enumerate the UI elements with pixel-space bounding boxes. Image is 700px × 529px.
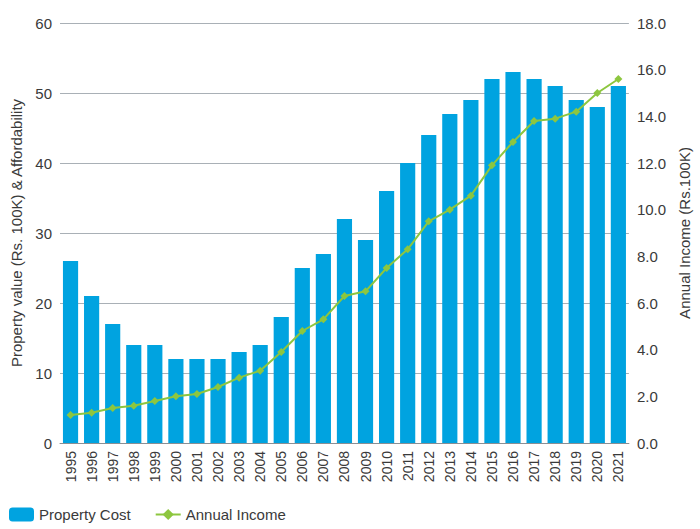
svg-text:Property value (Rs. 100K) & Af: Property value (Rs. 100K) & Affordabilit…	[8, 98, 25, 367]
svg-text:1998: 1998	[126, 451, 142, 482]
svg-text:1996: 1996	[84, 451, 100, 482]
svg-text:2005: 2005	[273, 451, 289, 482]
svg-text:4.0: 4.0	[637, 341, 658, 358]
svg-text:2021: 2021	[610, 451, 626, 482]
svg-text:12.0: 12.0	[637, 155, 666, 172]
svg-text:60: 60	[35, 15, 52, 32]
svg-text:2002: 2002	[210, 451, 226, 482]
svg-text:20: 20	[35, 295, 52, 312]
svg-text:2006: 2006	[294, 451, 310, 482]
svg-text:2003: 2003	[231, 451, 247, 482]
svg-text:2007: 2007	[315, 451, 331, 482]
svg-text:40: 40	[35, 155, 52, 172]
svg-text:2016: 2016	[505, 451, 521, 482]
svg-text:1995: 1995	[63, 451, 79, 482]
svg-text:1997: 1997	[105, 451, 121, 482]
svg-text:2017: 2017	[526, 451, 542, 482]
svg-text:Property Cost: Property Cost	[39, 506, 132, 523]
svg-text:2012: 2012	[421, 451, 437, 482]
svg-text:2001: 2001	[189, 451, 205, 482]
svg-text:2011: 2011	[400, 451, 416, 481]
svg-text:2010: 2010	[379, 451, 395, 482]
svg-text:2004: 2004	[252, 451, 268, 482]
svg-text:1999: 1999	[147, 451, 163, 482]
svg-text:2014: 2014	[463, 451, 479, 482]
svg-text:2020: 2020	[589, 451, 605, 482]
svg-text:10.0: 10.0	[637, 201, 666, 218]
svg-text:6.0: 6.0	[637, 295, 658, 312]
svg-text:2009: 2009	[358, 451, 374, 482]
svg-text:2015: 2015	[484, 451, 500, 482]
svg-text:14.0: 14.0	[637, 108, 666, 125]
svg-text:0.0: 0.0	[637, 435, 658, 452]
svg-text:50: 50	[35, 85, 52, 102]
svg-text:2000: 2000	[168, 451, 184, 482]
svg-text:10: 10	[35, 365, 52, 382]
svg-text:30: 30	[35, 225, 52, 242]
svg-text:2.0: 2.0	[637, 388, 658, 405]
svg-text:8.0: 8.0	[637, 248, 658, 265]
svg-text:16.0: 16.0	[637, 61, 666, 78]
svg-text:0: 0	[44, 435, 52, 452]
svg-text:2013: 2013	[442, 451, 458, 482]
svg-text:18.0: 18.0	[637, 15, 666, 32]
svg-text:Annual Income (Rs.100K): Annual Income (Rs.100K)	[676, 147, 693, 319]
svg-text:Annual Income: Annual Income	[186, 506, 286, 523]
svg-text:2019: 2019	[568, 451, 584, 482]
svg-text:2008: 2008	[336, 451, 352, 482]
svg-text:2018: 2018	[547, 451, 563, 482]
